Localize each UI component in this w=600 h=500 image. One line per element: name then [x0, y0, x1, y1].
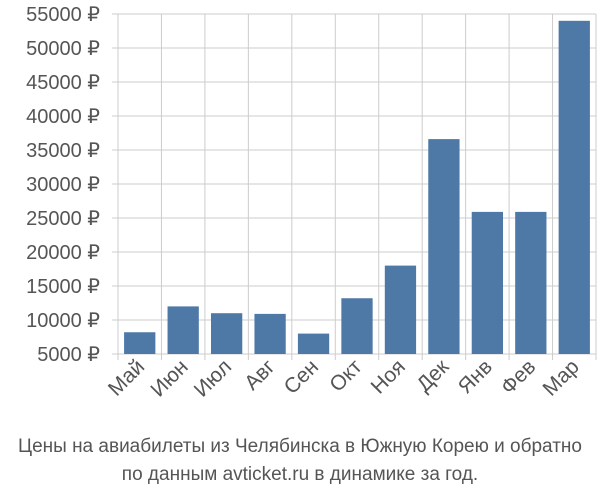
bar-6 [341, 298, 373, 354]
bar-7 [384, 265, 417, 354]
y-tick-label: 35000 ₽ [26, 140, 100, 162]
y-tick-label: 45000 ₽ [26, 72, 100, 94]
bar-4 [254, 313, 286, 354]
bar-9 [471, 211, 504, 354]
x-tick-label: Ноя [367, 355, 410, 398]
chart-caption-line-2: по данным avticket.ru в динамике за год. [121, 464, 479, 485]
bar-10 [515, 211, 547, 354]
bar-11 [558, 20, 590, 355]
price-bar-chart: 5000 ₽ 10000 ₽ 15000 ₽ 20000 ₽ 25000 ₽ 30000 … [26, 4, 597, 402]
bar-1 [124, 332, 156, 354]
bar-3 [210, 313, 243, 354]
bar-5 [297, 333, 330, 354]
bar-8 [428, 139, 460, 354]
x-tick-label: Июл [190, 355, 236, 401]
bar-2 [167, 306, 199, 354]
x-tick-label: Июн [146, 355, 192, 401]
x-tick-label: Мар [538, 355, 583, 400]
y-tick-label: 55000 ₽ [26, 4, 100, 26]
y-tick-label: 15000 ₽ [26, 276, 100, 298]
x-tick-label: Окт [325, 355, 367, 397]
y-tick-label: 5000 ₽ [37, 344, 100, 366]
x-tick-label: Янв [454, 355, 497, 398]
y-tick-label: 40000 ₽ [26, 106, 100, 128]
x-tick-label: Май [104, 355, 149, 400]
x-tick-label: Дек [412, 355, 454, 397]
y-tick-label: 20000 ₽ [26, 242, 100, 264]
x-tick-label: Сен [280, 355, 323, 398]
x-tick-label: Фев [497, 355, 541, 399]
y-tick-label: 25000 ₽ [26, 208, 100, 230]
chart-caption-line-1: Цены на авиабилеты из Челябинска в Южную… [18, 436, 582, 457]
x-tick-label: Авг [240, 355, 280, 395]
y-tick-label: 10000 ₽ [26, 310, 100, 332]
y-tick-label: 30000 ₽ [26, 174, 100, 196]
y-tick-label: 50000 ₽ [26, 38, 100, 60]
